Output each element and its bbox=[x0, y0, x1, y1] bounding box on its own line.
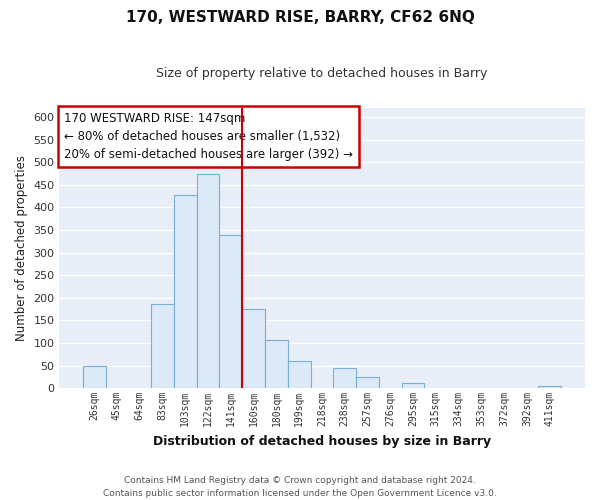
Bar bbox=[242, 309, 265, 388]
Bar bbox=[356, 377, 379, 388]
X-axis label: Distribution of detached houses by size in Barry: Distribution of detached houses by size … bbox=[153, 434, 491, 448]
Bar bbox=[220, 236, 242, 388]
Text: 170, WESTWARD RISE, BARRY, CF62 6NQ: 170, WESTWARD RISE, BARRY, CF62 6NQ bbox=[125, 10, 475, 25]
Y-axis label: Number of detached properties: Number of detached properties bbox=[15, 155, 28, 341]
Bar bbox=[265, 340, 288, 388]
Bar bbox=[401, 382, 424, 388]
Text: Contains HM Land Registry data © Crown copyright and database right 2024.
Contai: Contains HM Land Registry data © Crown c… bbox=[103, 476, 497, 498]
Bar bbox=[83, 366, 106, 388]
Text: 170 WESTWARD RISE: 147sqm
← 80% of detached houses are smaller (1,532)
20% of se: 170 WESTWARD RISE: 147sqm ← 80% of detac… bbox=[64, 112, 353, 162]
Bar bbox=[151, 304, 174, 388]
Bar bbox=[288, 361, 311, 388]
Bar bbox=[334, 368, 356, 388]
Title: Size of property relative to detached houses in Barry: Size of property relative to detached ho… bbox=[156, 68, 488, 80]
Bar bbox=[174, 195, 197, 388]
Bar bbox=[538, 386, 561, 388]
Bar bbox=[197, 174, 220, 388]
